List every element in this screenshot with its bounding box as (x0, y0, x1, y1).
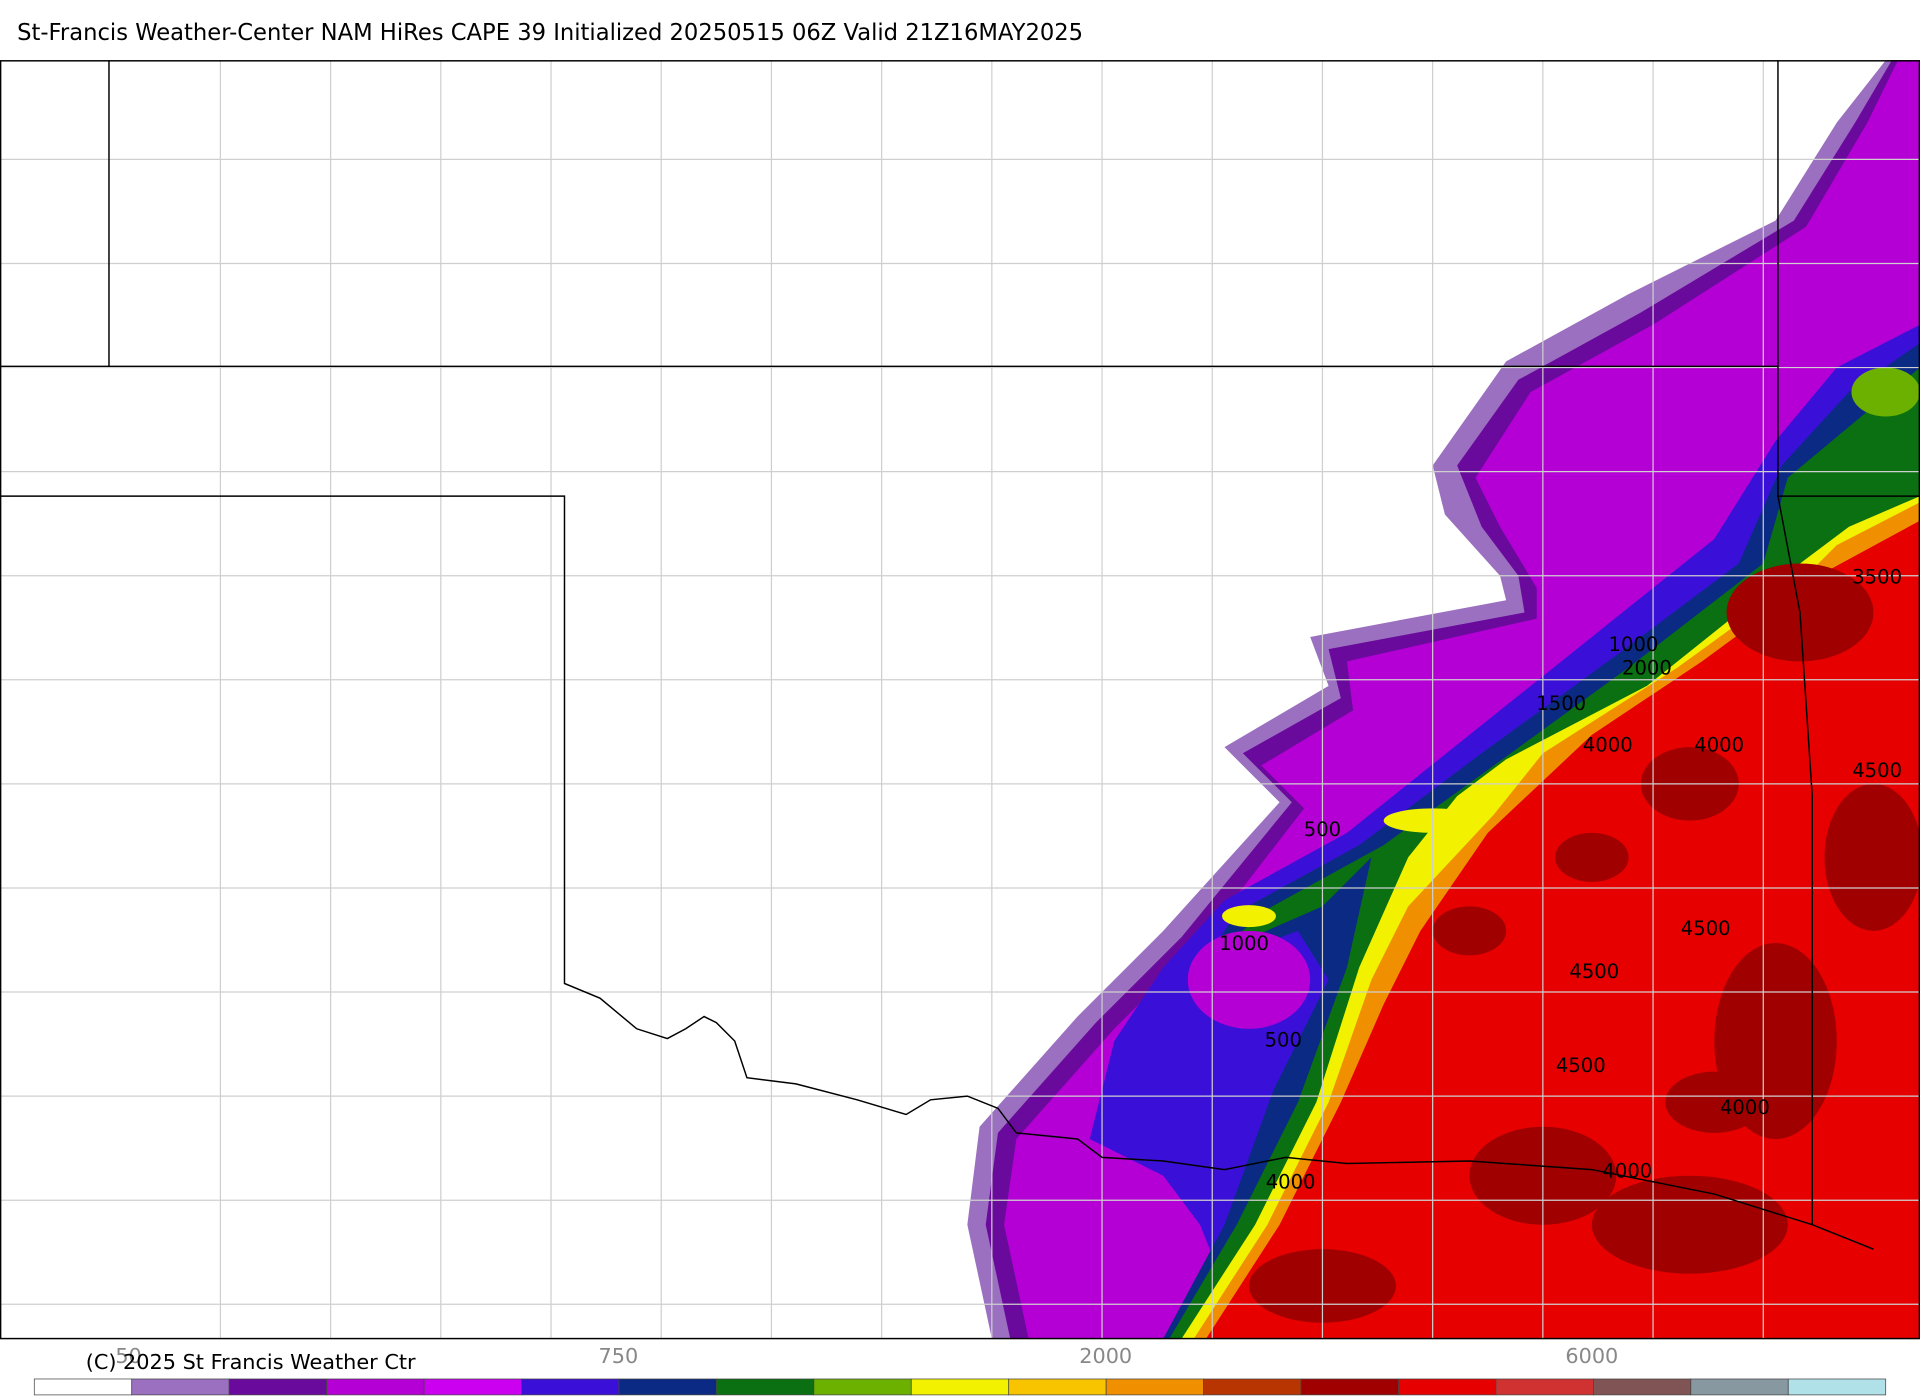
copyright: (C) 2025 St Francis Weather Ctr (86, 1350, 416, 1374)
colorbar-swatch (1203, 1378, 1302, 1396)
cape-band-patch (1555, 832, 1629, 882)
colorbar-swatch (1593, 1378, 1692, 1396)
contour-label: 4000 (1583, 733, 1633, 756)
colorbar-swatch (1105, 1378, 1204, 1396)
contour-label: 4000 (1694, 733, 1744, 756)
state-borders (0, 60, 1920, 1250)
colorbar: 50 750 2000 6000 (33, 1344, 1887, 1396)
cape-field (967, 60, 1920, 1339)
colorbar-swatch (228, 1378, 327, 1396)
contour-label: 1000 (1219, 932, 1269, 955)
colorbar-swatch (131, 1378, 230, 1396)
contour-label: 4000 (1602, 1160, 1652, 1183)
cape-band-patch (1851, 367, 1920, 417)
colorbar-swatch (33, 1378, 133, 1396)
contour-label: 500 (1304, 818, 1341, 841)
colorbar-swatch (326, 1378, 425, 1396)
colorbar-swatch (813, 1378, 912, 1396)
cape-band-patch (1665, 1071, 1764, 1133)
contour-label: 4500 (1556, 1054, 1606, 1077)
cape-band-patch (1187, 930, 1311, 1029)
contour-label: 500 (1265, 1029, 1302, 1052)
colorbar-swatch (1690, 1378, 1789, 1396)
contour-label: 2000 (1622, 656, 1672, 679)
colorbar-swatch (716, 1378, 815, 1396)
county-lines (0, 60, 1920, 1339)
colorbar-tick-label: 750 (599, 1344, 639, 1368)
contour-label: 3500 (1852, 566, 1902, 589)
cape-band-patch (1432, 906, 1507, 956)
cape-band-patch (1591, 1175, 1788, 1274)
colorbar-swatch (910, 1378, 1010, 1396)
contour-label: 1500 (1536, 692, 1586, 715)
colorbar-tick-label: 50 (115, 1344, 141, 1368)
map-frame (0, 60, 1920, 1340)
colorbar-swatch (521, 1378, 620, 1396)
colorbar-swatch (1398, 1378, 1497, 1396)
contour-label: 4000 (1720, 1096, 1770, 1119)
colorbar-tick-label: 2000 (1079, 1344, 1132, 1368)
cape-band-patch (1222, 905, 1276, 928)
contour-label: 4500 (1852, 759, 1902, 782)
colorbar-swatch (423, 1378, 522, 1396)
contour-label: 4500 (1681, 917, 1731, 940)
contour-label: 4500 (1569, 960, 1619, 983)
contour-label: 4000 (1266, 1171, 1316, 1194)
colorbar-swatch (1300, 1378, 1399, 1396)
colorbar-swatch (618, 1378, 717, 1396)
colorbar-swatch (1787, 1378, 1887, 1396)
colorbar-tick-label: 6000 (1565, 1344, 1618, 1368)
contour-label: 1000 (1609, 633, 1659, 656)
colorbar-swatch (1008, 1378, 1107, 1396)
colorbar-swatch (1495, 1378, 1594, 1396)
cape-band-patch (1824, 783, 1920, 931)
title: St-Francis Weather-Center NAM HiRes CAPE… (17, 20, 1083, 46)
